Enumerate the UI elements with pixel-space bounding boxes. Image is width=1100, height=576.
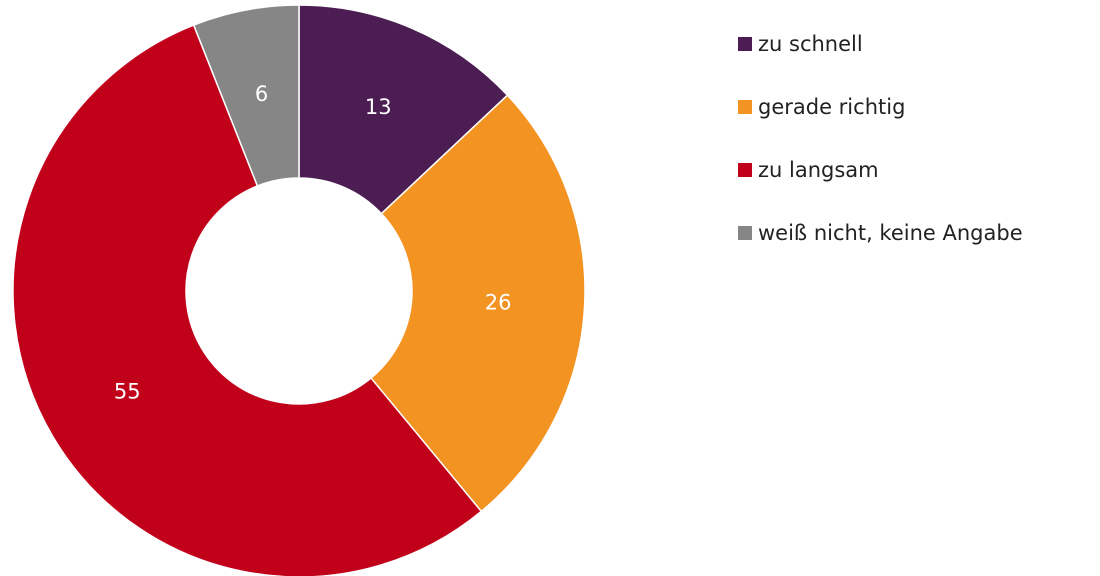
slice [192, 4, 300, 187]
legend-label: zu schnell [758, 32, 863, 56]
data-label: 26 [485, 291, 512, 315]
slice [369, 94, 586, 513]
slice [12, 24, 483, 576]
legend-swatch [738, 226, 752, 240]
legend-swatch [738, 163, 752, 177]
legend-label: weiß nicht, keine Angabe [758, 221, 1023, 245]
slice [298, 4, 509, 215]
data-label: 55 [114, 380, 141, 404]
legend-label: zu langsam [758, 158, 879, 182]
data-label: 13 [365, 95, 392, 119]
legend-swatch [738, 37, 752, 51]
legend-swatch [738, 100, 752, 114]
data-label: 6 [255, 82, 268, 106]
legend-label: gerade richtig [758, 95, 905, 119]
